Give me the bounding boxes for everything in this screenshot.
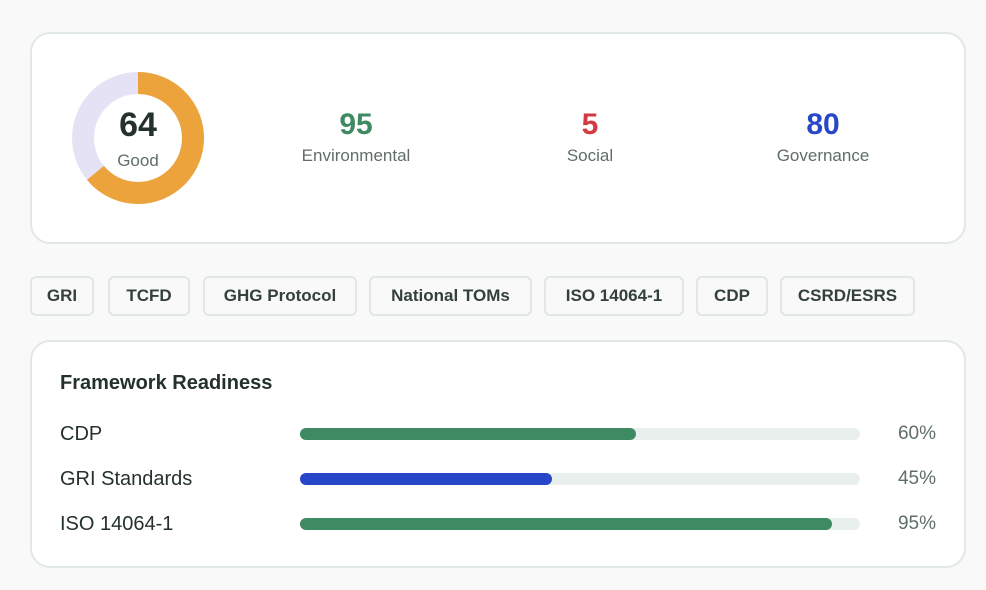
environmental-score-label: Environmental <box>301 146 411 165</box>
tag-csrd-esrs[interactable]: CSRD/ESRS <box>780 276 915 316</box>
metric-social: 5 Social <box>490 106 690 168</box>
readiness-row-label: CDP <box>60 423 103 445</box>
governance-score-label: Governance <box>776 146 870 165</box>
readiness-percent: 45% <box>897 468 936 489</box>
social-score-label: Social <box>566 146 614 165</box>
environmental-score-value: 95 <box>339 108 373 141</box>
tag-tcfd[interactable]: TCFD <box>108 276 190 316</box>
score-ring <box>72 72 204 204</box>
metric-environmental: 95 Environmental <box>256 106 456 168</box>
readiness-row-label: ISO 14064-1 <box>60 513 174 535</box>
readiness-progress-track <box>300 428 860 440</box>
esg-score-card: 64 Good 95 Environmental 5 Social 80 Gov… <box>30 32 966 244</box>
tag-cdp[interactable]: CDP <box>696 276 768 316</box>
framework-readiness-title: Framework Readiness <box>60 372 273 394</box>
tag-national-toms[interactable]: National TOMs <box>369 276 532 316</box>
tag-ghg-protocol[interactable]: GHG Protocol <box>203 276 357 316</box>
tag-iso-14064-1[interactable]: ISO 14064-1 <box>544 276 684 316</box>
framework-readiness-card: Framework Readiness CDP 60% GRI Standard… <box>30 340 966 568</box>
readiness-progress-track <box>300 473 860 485</box>
score-ring-fill <box>72 72 204 204</box>
governance-score-value: 80 <box>806 108 840 141</box>
tag-gri[interactable]: GRI <box>30 276 94 316</box>
overall-score-value: 64 <box>119 106 157 144</box>
social-score-value: 5 <box>581 108 599 141</box>
readiness-percent: 95% <box>897 513 936 534</box>
readiness-progress-fill <box>300 473 552 485</box>
readiness-percent: 60% <box>897 423 936 444</box>
readiness-progress-track <box>300 518 860 530</box>
metric-governance: 80 Governance <box>723 106 923 168</box>
readiness-progress-fill <box>300 428 636 440</box>
overall-score-donut: 64 Good <box>72 72 204 204</box>
readiness-progress-fill <box>300 518 832 530</box>
readiness-row-label: GRI Standards <box>60 468 193 490</box>
overall-score-label: Good <box>117 151 159 170</box>
